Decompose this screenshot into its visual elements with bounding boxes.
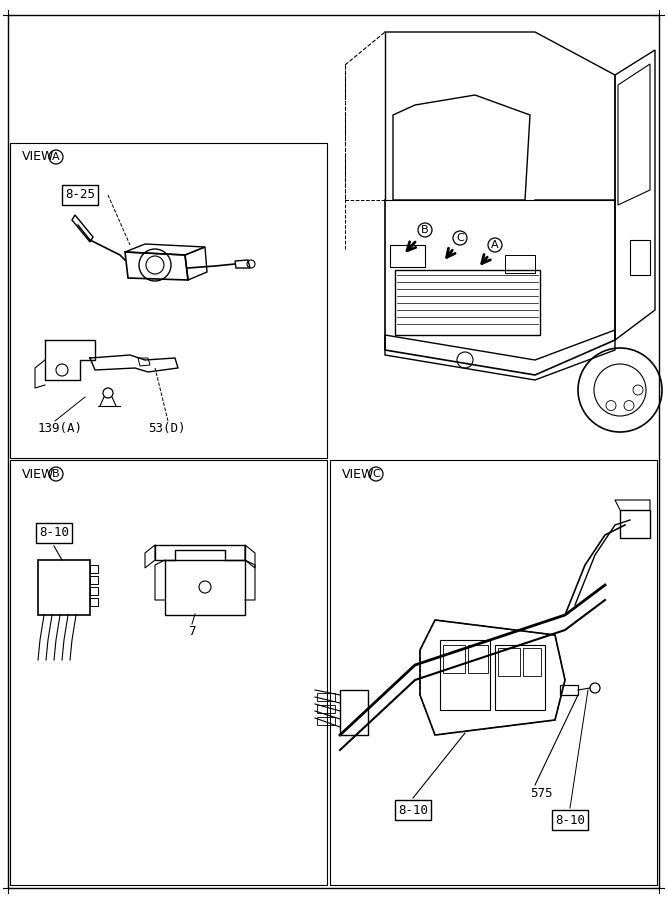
- Bar: [10, 460, 327, 885]
- Text: B: B: [52, 469, 60, 479]
- Bar: [10, 143, 327, 458]
- Bar: [560, 685, 578, 695]
- Text: 53(D): 53(D): [148, 422, 185, 435]
- Bar: [38, 560, 90, 615]
- Bar: [317, 717, 335, 725]
- Text: 7: 7: [188, 625, 195, 638]
- Text: 8-10: 8-10: [555, 814, 585, 826]
- Text: 8-10: 8-10: [39, 526, 69, 539]
- Bar: [90, 598, 98, 606]
- Bar: [340, 690, 368, 735]
- Bar: [498, 648, 520, 676]
- Text: 139(A): 139(A): [38, 422, 83, 435]
- Text: VIEW: VIEW: [22, 150, 55, 164]
- Bar: [317, 705, 335, 713]
- Bar: [317, 693, 335, 701]
- Text: VIEW: VIEW: [22, 467, 55, 481]
- Text: 575: 575: [530, 787, 552, 800]
- Bar: [523, 648, 541, 676]
- Text: B: B: [421, 225, 429, 235]
- Text: C: C: [456, 233, 464, 243]
- Bar: [390, 245, 425, 267]
- Bar: [505, 255, 535, 273]
- Bar: [630, 240, 650, 275]
- Bar: [90, 576, 98, 584]
- Text: A: A: [52, 152, 60, 162]
- Text: C: C: [372, 469, 380, 479]
- Text: A: A: [491, 240, 499, 250]
- Bar: [165, 560, 245, 615]
- Bar: [468, 645, 488, 673]
- Bar: [443, 645, 465, 673]
- Bar: [395, 270, 540, 335]
- Bar: [440, 640, 490, 710]
- Text: VIEW: VIEW: [342, 467, 374, 481]
- Bar: [90, 587, 98, 595]
- Bar: [330, 460, 657, 885]
- Bar: [90, 565, 98, 573]
- Text: 8-10: 8-10: [398, 804, 428, 816]
- Bar: [495, 645, 545, 710]
- Text: 8-25: 8-25: [65, 188, 95, 202]
- Bar: [620, 510, 650, 538]
